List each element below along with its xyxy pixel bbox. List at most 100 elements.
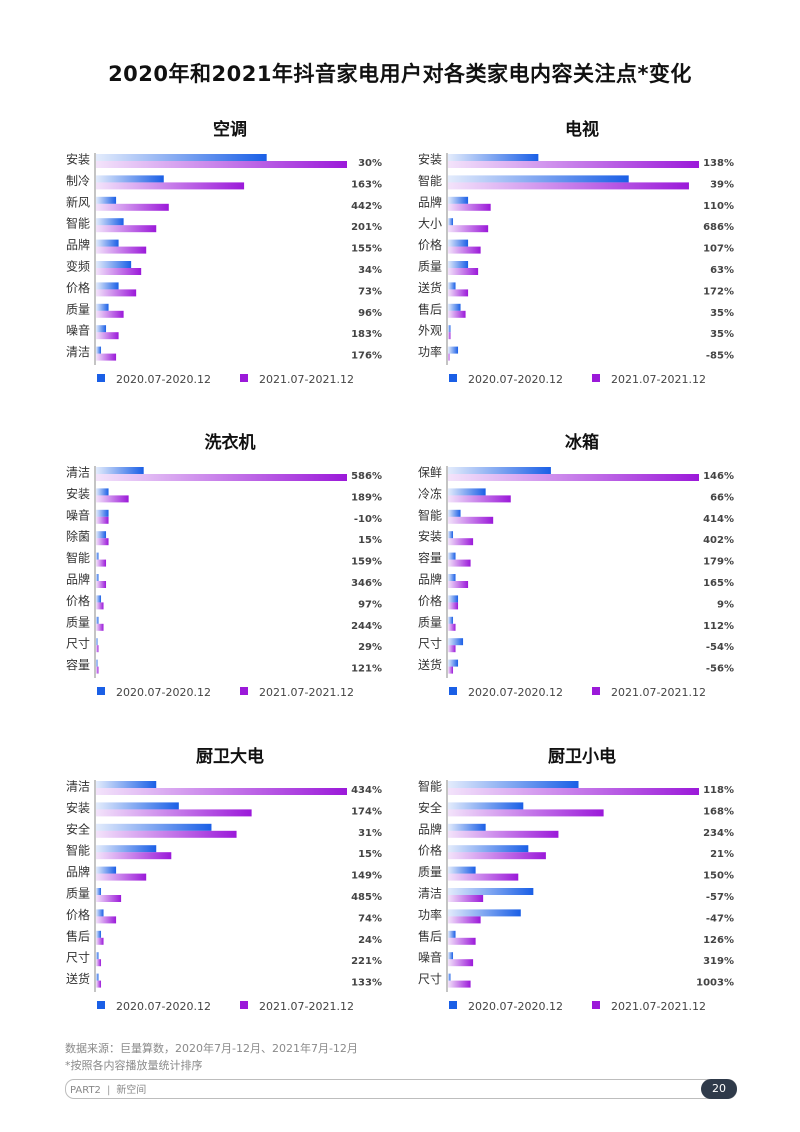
bar-2021 — [448, 225, 489, 233]
footer-divider: | — [106, 1085, 111, 1096]
bar-2021 — [448, 182, 689, 190]
bar-2021 — [96, 937, 104, 945]
bar-2021 — [448, 203, 491, 211]
footer-label: PART2 | 新空间 — [70, 1081, 146, 1096]
category-label: 噪音 — [418, 950, 442, 965]
change-label: 165% — [703, 578, 734, 589]
legend-swatch — [240, 374, 248, 382]
bar-2020 — [448, 952, 454, 960]
category-label: 尺寸 — [418, 972, 442, 986]
category-label: 价格 — [418, 237, 442, 252]
bar-2021 — [96, 538, 109, 546]
bar-2021 — [448, 873, 519, 881]
category-label: 清洁 — [66, 345, 90, 359]
bar-2020 — [96, 973, 99, 981]
bar-2020 — [448, 218, 454, 226]
category-label: 品牌 — [66, 865, 90, 879]
bar-chart: 保鲜 146% 冷冻 66% 智能 414% 安装 402% 容量 179% 品牌 165% 价格 9% 质… — [418, 466, 734, 700]
category-label: 价格 — [66, 280, 90, 295]
bar-2020 — [448, 595, 459, 603]
bar-2021 — [448, 516, 494, 524]
change-label: 73% — [358, 286, 382, 297]
chart-panel-kitchen-large: 厨卫大电 清洁 434% 安装 174% 安全 31% 智能 15% 品牌 149% 质量 485% 价… — [60, 742, 400, 1042]
change-label: 63% — [710, 265, 734, 276]
bar-2021 — [96, 916, 117, 924]
bar-2021 — [448, 268, 479, 275]
page-title: 2020年和2021年抖音家电用户对各类家电内容关注点*变化 — [108, 62, 692, 86]
category-label: 清洁 — [66, 780, 90, 794]
bar-2021 — [96, 895, 122, 902]
change-label: 201% — [351, 222, 382, 233]
bar-2021 — [448, 937, 476, 945]
bar-2021 — [96, 873, 147, 881]
change-label: 686% — [703, 222, 734, 233]
bar-2021 — [448, 852, 546, 860]
bar-2021 — [448, 666, 454, 674]
bar-2021 — [448, 581, 469, 588]
change-label: -47% — [706, 913, 734, 924]
chart-title: 电视 — [565, 120, 599, 140]
legend-swatch — [240, 1001, 248, 1009]
bar-2020 — [96, 531, 107, 539]
change-label: 586% — [351, 471, 382, 482]
change-label: 146% — [703, 471, 734, 482]
category-label: 价格 — [418, 593, 442, 608]
bar-2021 — [96, 310, 124, 318]
bar-2021 — [448, 916, 481, 924]
change-label: 29% — [358, 642, 382, 653]
change-label: 176% — [351, 351, 382, 362]
bar-2021 — [448, 246, 481, 254]
bar-2021 — [448, 332, 451, 340]
category-label: 安装 — [66, 152, 90, 167]
category-label: 品牌 — [66, 573, 90, 587]
category-label: 功率 — [418, 344, 442, 359]
bar-2021 — [96, 852, 172, 860]
bar-2020 — [96, 552, 99, 560]
change-label: 159% — [351, 557, 382, 568]
legend-label: 2020.07-2020.12 — [116, 686, 211, 699]
chart-panel-ac: 空调 安装 30% 制冷 163% 新风 442% 智能 201% 品牌 155% 变频 34% 价格 7… — [60, 115, 400, 415]
bar-2020 — [96, 845, 157, 853]
change-label: 34% — [358, 265, 382, 276]
bar-2021 — [96, 225, 157, 233]
bar-chart: 清洁 434% 安装 174% 安全 31% 智能 15% 品牌 149% 质量 485% 价格 74% 售… — [66, 780, 382, 1014]
chart-panel-fridge: 冰箱 保鲜 146% 冷冻 66% 智能 414% 安装 402% 容量 179% 品牌 165% 价格… — [412, 428, 752, 728]
legend-swatch — [592, 374, 600, 382]
change-label: 174% — [351, 806, 382, 817]
legend-label: 2021.07-2021.12 — [259, 1000, 354, 1013]
bar-2020 — [448, 282, 456, 290]
category-label: 价格 — [66, 907, 90, 922]
bar-2021 — [96, 666, 99, 674]
category-label: 品牌 — [66, 238, 90, 252]
bar-2021 — [448, 895, 484, 902]
bar-2021 — [96, 332, 119, 340]
change-label: 221% — [351, 956, 382, 967]
category-label: 功率 — [418, 907, 442, 922]
bar-2020 — [96, 346, 102, 354]
bar-2021 — [96, 602, 104, 610]
footer-section: 新空间 — [116, 1085, 147, 1096]
page-number: 20 — [701, 1079, 737, 1099]
bar-2021 — [96, 474, 347, 481]
chart-title: 冰箱 — [565, 433, 599, 453]
bar-2020 — [448, 574, 456, 581]
bar-2021 — [96, 788, 347, 795]
category-label: 变频 — [66, 259, 90, 274]
change-label: 107% — [703, 244, 734, 255]
category-label: 售后 — [418, 928, 442, 943]
change-label: -56% — [706, 664, 734, 675]
bar-2020 — [448, 781, 579, 788]
legend-swatch — [449, 1001, 457, 1009]
change-label: -54% — [706, 642, 734, 653]
bar-2020 — [448, 909, 521, 917]
legend-label: 2021.07-2021.12 — [259, 686, 354, 699]
change-label: 183% — [351, 329, 382, 340]
bar-2021 — [448, 830, 559, 838]
bar-2020 — [448, 239, 469, 247]
change-label: 168% — [703, 806, 734, 817]
bar-2020 — [448, 467, 551, 474]
bar-2020 — [96, 930, 102, 938]
category-label: 智能 — [66, 843, 90, 858]
category-label: 外观 — [418, 324, 442, 338]
bar-2020 — [448, 488, 486, 496]
